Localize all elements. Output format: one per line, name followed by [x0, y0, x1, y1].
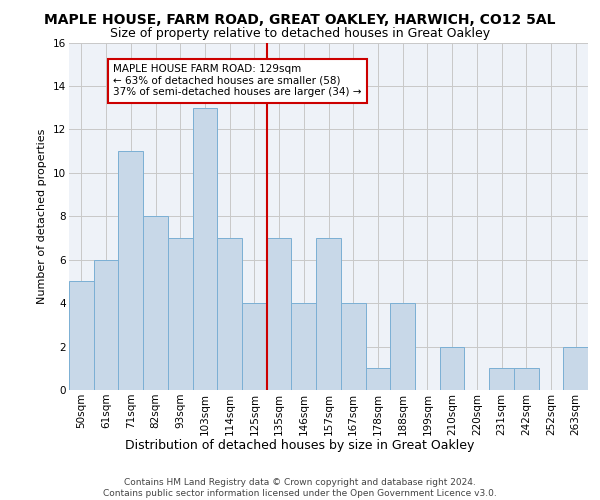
- Bar: [316, 238, 341, 390]
- Y-axis label: Number of detached properties: Number of detached properties: [37, 128, 47, 304]
- Text: Contains HM Land Registry data © Crown copyright and database right 2024.
Contai: Contains HM Land Registry data © Crown c…: [103, 478, 497, 498]
- Bar: [390, 303, 415, 390]
- Bar: [341, 303, 365, 390]
- Bar: [168, 238, 193, 390]
- Text: Size of property relative to detached houses in Great Oakley: Size of property relative to detached ho…: [110, 28, 490, 40]
- Bar: [440, 346, 464, 390]
- Text: MAPLE HOUSE, FARM ROAD, GREAT OAKLEY, HARWICH, CO12 5AL: MAPLE HOUSE, FARM ROAD, GREAT OAKLEY, HA…: [44, 12, 556, 26]
- Bar: [365, 368, 390, 390]
- Bar: [489, 368, 514, 390]
- Bar: [242, 303, 267, 390]
- Bar: [193, 108, 217, 390]
- Bar: [217, 238, 242, 390]
- Bar: [514, 368, 539, 390]
- Bar: [267, 238, 292, 390]
- Text: MAPLE HOUSE FARM ROAD: 129sqm
← 63% of detached houses are smaller (58)
37% of s: MAPLE HOUSE FARM ROAD: 129sqm ← 63% of d…: [113, 64, 362, 98]
- Text: Distribution of detached houses by size in Great Oakley: Distribution of detached houses by size …: [125, 440, 475, 452]
- Bar: [563, 346, 588, 390]
- Bar: [292, 303, 316, 390]
- Bar: [118, 151, 143, 390]
- Bar: [69, 282, 94, 390]
- Bar: [94, 260, 118, 390]
- Bar: [143, 216, 168, 390]
